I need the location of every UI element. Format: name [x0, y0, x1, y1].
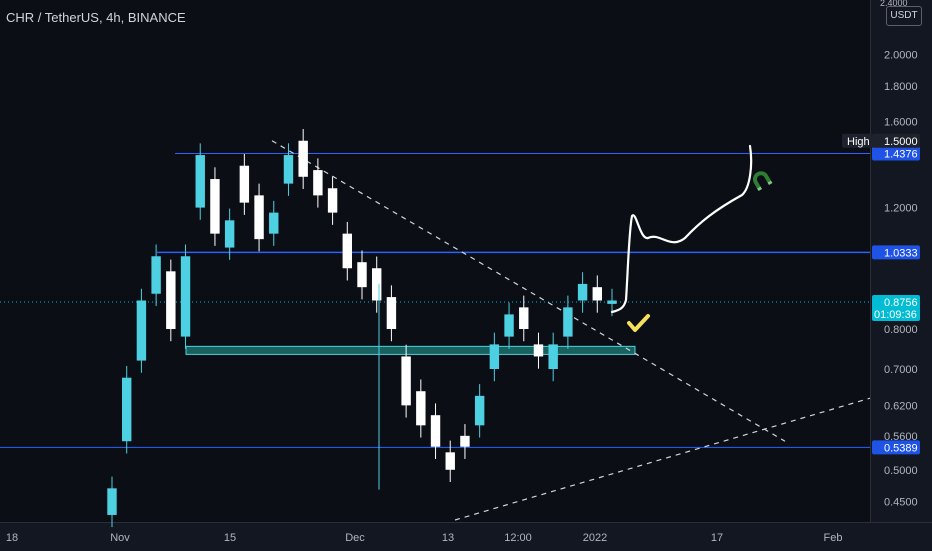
- y-tick-label: 0.8000: [884, 324, 918, 336]
- x-tick-label: 15: [224, 532, 236, 544]
- candle-layer: [107, 129, 617, 528]
- candle: [372, 256, 382, 313]
- x-tick-label: 2022: [583, 532, 607, 544]
- y-tick-label: 0.5600: [884, 431, 918, 443]
- x-tick-label: 17: [711, 532, 723, 544]
- x-tick-label: 12:00: [504, 532, 532, 544]
- check-mark-icon: [627, 314, 650, 332]
- level-price-tag[interactable]: 1.4376: [872, 146, 920, 161]
- descending-trendline[interactable]: [271, 140, 786, 442]
- chart-title: CHR / TetherUS, 4h, BINANCE: [6, 10, 186, 25]
- svg-text:0.8756: 0.8756: [884, 297, 918, 309]
- zone-layer: [185, 345, 636, 355]
- y-tick-label: 1.6000: [884, 116, 918, 128]
- candle: [401, 344, 411, 418]
- trend-layer: [271, 140, 871, 521]
- time-axis[interactable]: [0, 522, 932, 551]
- candle: [283, 143, 294, 196]
- candle: [577, 272, 588, 313]
- svg-text:1.5000: 1.5000: [884, 136, 918, 148]
- candle: [416, 379, 426, 438]
- level-price-tag[interactable]: 0.5389: [872, 440, 920, 455]
- y-tick-label: 0.7000: [884, 364, 918, 376]
- level-price-tag[interactable]: 1.0333: [872, 245, 920, 260]
- svg-text:1.0333: 1.0333: [884, 247, 918, 259]
- candle: [122, 365, 132, 454]
- x-tick-label: Feb: [824, 532, 843, 544]
- y-tick-label: 1.2000: [884, 203, 918, 215]
- candle: [504, 302, 514, 349]
- y-tick-label: 1.8000: [884, 81, 918, 93]
- price-axis[interactable]: [870, 0, 932, 522]
- support-zone[interactable]: [185, 345, 636, 355]
- candle: [357, 250, 367, 300]
- candle: [533, 332, 544, 369]
- candle: [445, 440, 455, 483]
- x-tick-label: Dec: [345, 532, 365, 544]
- candle: [254, 183, 264, 252]
- candle: [489, 332, 500, 382]
- projected-path: [610, 144, 753, 314]
- candle: [298, 129, 308, 190]
- axis-top-label: 2.4000: [880, 0, 908, 8]
- y-tick-label: 2.0000: [884, 50, 918, 62]
- candle: [269, 200, 279, 246]
- y-tick-layer: 2.0000 1.8000 1.6000 1.2000 0.8000 0.7000 0.62…: [884, 50, 918, 509]
- svg-text:0.5389: 0.5389: [884, 442, 918, 454]
- candle: [224, 208, 235, 260]
- high-marker[interactable]: High 1.5000: [842, 133, 920, 148]
- candle: [136, 288, 147, 373]
- candle: [592, 275, 602, 313]
- candle: [342, 221, 352, 281]
- candle: [563, 295, 573, 349]
- x-tick-label: 18: [6, 532, 18, 544]
- candle: [430, 403, 441, 459]
- x-tick-layer: 18 Nov 15 Dec 13 12:00 2022 17 Feb: [6, 532, 843, 544]
- candle: [107, 476, 117, 528]
- currency-badge[interactable]: USDT: [886, 6, 922, 26]
- candle: [180, 244, 191, 349]
- x-tick-label: Nov: [110, 532, 130, 544]
- candle: [327, 176, 338, 225]
- x-tick-label: 13: [442, 532, 454, 544]
- candle: [210, 167, 220, 246]
- candle: [151, 244, 161, 306]
- y-tick-label: 0.5000: [884, 465, 918, 477]
- candle: [519, 295, 529, 342]
- y-tick-label: 0.4500: [884, 496, 918, 508]
- candle: [474, 384, 485, 438]
- candle: [548, 332, 558, 382]
- candle: [313, 158, 323, 208]
- ascending-trendline[interactable]: [454, 397, 871, 521]
- candle: [195, 143, 205, 220]
- y-tick-label: 0.6200: [884, 400, 918, 412]
- magnet-icon: [753, 171, 773, 192]
- svg-text:High: High: [847, 136, 870, 148]
- candle: [166, 259, 176, 342]
- svg-text:01:09:36: 01:09:36: [874, 309, 917, 321]
- candle: [386, 285, 397, 342]
- candle: [460, 424, 470, 459]
- candle: [239, 153, 250, 215]
- svg-text:1.4376: 1.4376: [884, 148, 918, 160]
- annotation-layer: [610, 144, 773, 332]
